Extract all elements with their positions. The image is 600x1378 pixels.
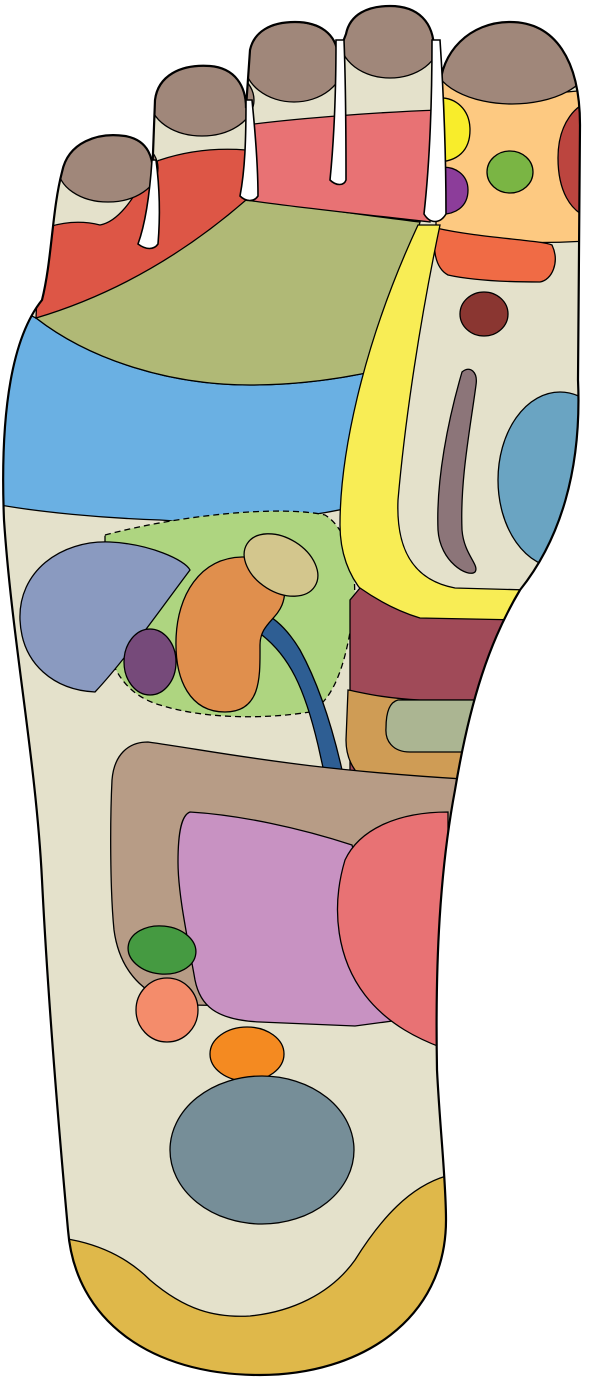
toe-tip-fourth: [149, 63, 255, 137]
orange-oval: [209, 1026, 285, 1082]
big-toe-green-spot: [486, 150, 534, 194]
small-purple-oval: [123, 628, 177, 696]
heel-gray-oval: [169, 1075, 355, 1225]
toe-gap-4: [423, 39, 447, 223]
salmon-oval: [135, 977, 199, 1043]
big-toe-base-band: [433, 227, 556, 283]
ureter-tube: [257, 611, 347, 791]
adrenal-gland: [243, 533, 319, 597]
lavender-lobe: [19, 541, 191, 693]
dark-red-spot: [459, 291, 509, 337]
bladder-region: [336, 811, 449, 1051]
foot-outline: [2, 4, 582, 1377]
green-oval: [127, 925, 197, 975]
toe-gap-1: [137, 159, 161, 250]
toe-tip-big: [433, 19, 581, 105]
toe-gap-2: [239, 99, 259, 202]
toe-gap-3: [329, 39, 347, 186]
thyroid-line: [437, 368, 477, 574]
sage-block: [385, 699, 521, 753]
toe-tip-second: [339, 6, 441, 79]
